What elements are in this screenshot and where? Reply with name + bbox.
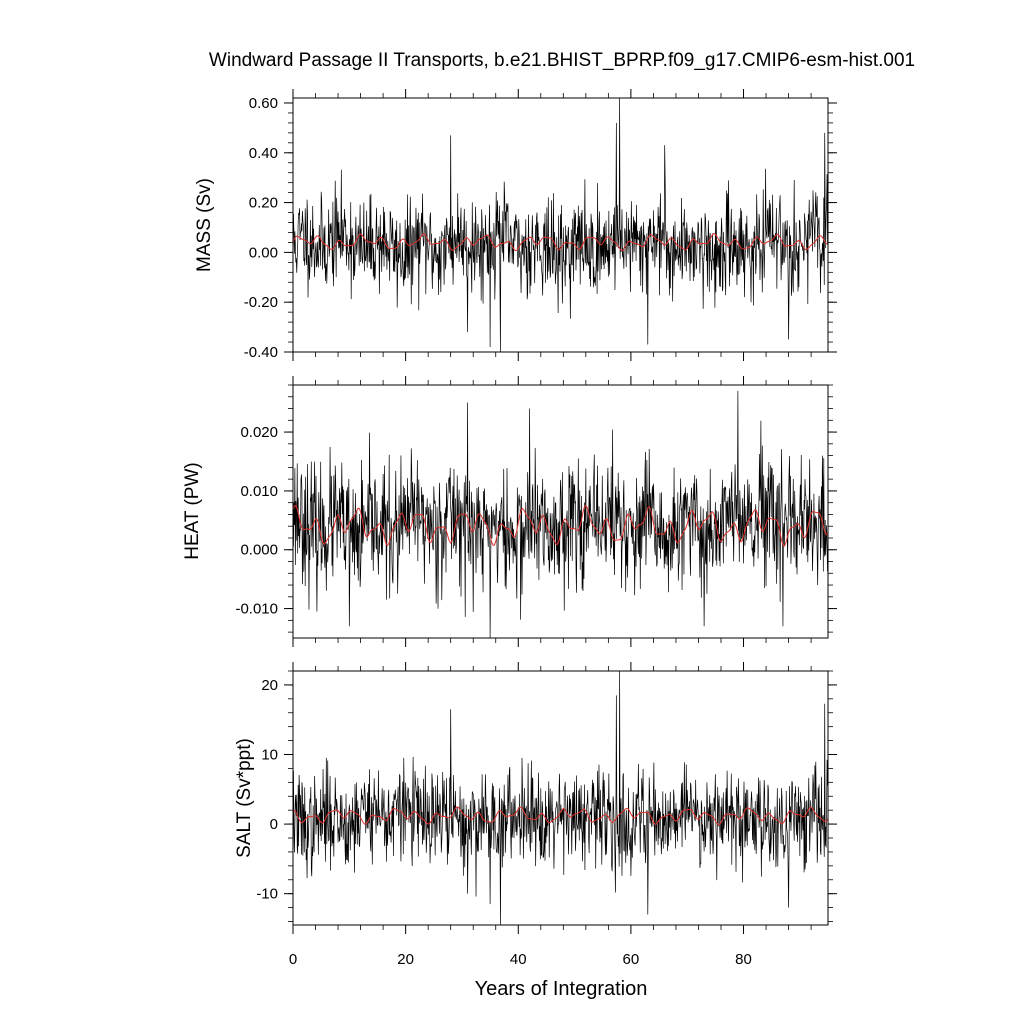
mass-monthly-line (292, 97, 828, 353)
mass-ytick-label: 0.00 (249, 244, 278, 261)
heat-ytick-label: -0.010 (235, 601, 278, 618)
salt-ticks: -10 0 10 20 0 20 40 60 80 (256, 662, 837, 968)
salt-ytick-label: 10 (261, 747, 278, 764)
heat-ticks: -0.010 0.000 0.010 0.020 (235, 376, 837, 647)
heat-plot-frame (292, 384, 829, 639)
mass-ytick-label: 0.40 (249, 145, 278, 162)
xtick-label: 40 (510, 951, 527, 968)
xtick-label: 60 (623, 951, 640, 968)
salt-ytick-label: -10 (256, 886, 278, 903)
mass-panel: -0.40 -0.20 0.00 0.20 0.40 0.60 MASS (Sv) (194, 89, 837, 361)
salt-ytick-label: 20 (261, 677, 278, 694)
salt-plot-frame (292, 670, 829, 926)
xtick-label: 20 (397, 951, 414, 968)
heat-ytick-label: 0.000 (240, 542, 278, 559)
mass-ticks: -0.40 -0.20 0.00 0.20 0.40 0.60 (244, 89, 837, 361)
mass-lines (292, 97, 829, 353)
mass-ytick-label: -0.40 (244, 344, 278, 361)
heat-monthly-line (292, 390, 828, 639)
heat-ytick-label: 0.020 (240, 424, 278, 441)
heat-y-axis-label: HEAT (PW) (182, 462, 203, 559)
salt-monthly-line (292, 670, 828, 926)
heat-ytick-label: 0.010 (240, 483, 278, 500)
heat-lines (292, 390, 829, 639)
salt-y-axis-label: SALT (Sv*ppt) (234, 738, 255, 858)
salt-panel: -10 0 10 20 0 20 40 60 80 SALT (Sv*ppt) (234, 662, 837, 968)
mass-ytick-label: 0.60 (249, 95, 278, 112)
x-axis-label: Years of Integration (475, 978, 648, 1000)
xtick-label: 80 (735, 951, 752, 968)
salt-ytick-label: 0 (270, 816, 278, 833)
salt-smoothed-line (292, 806, 829, 826)
mass-plot-frame (292, 97, 829, 353)
mass-ytick-label: 0.20 (249, 195, 278, 212)
salt-lines (292, 670, 829, 926)
mass-ytick-label: -0.20 (244, 294, 278, 311)
mass-y-axis-label: MASS (Sv) (194, 178, 215, 272)
mass-smoothed-line (292, 232, 829, 252)
heat-smoothed-line (292, 504, 829, 547)
chart-title: Windward Passage II Transports, b.e21.BH… (209, 50, 915, 71)
xtick-label: 0 (289, 951, 297, 968)
heat-panel: -0.010 0.000 0.010 0.020 HEAT (PW) (182, 376, 837, 647)
